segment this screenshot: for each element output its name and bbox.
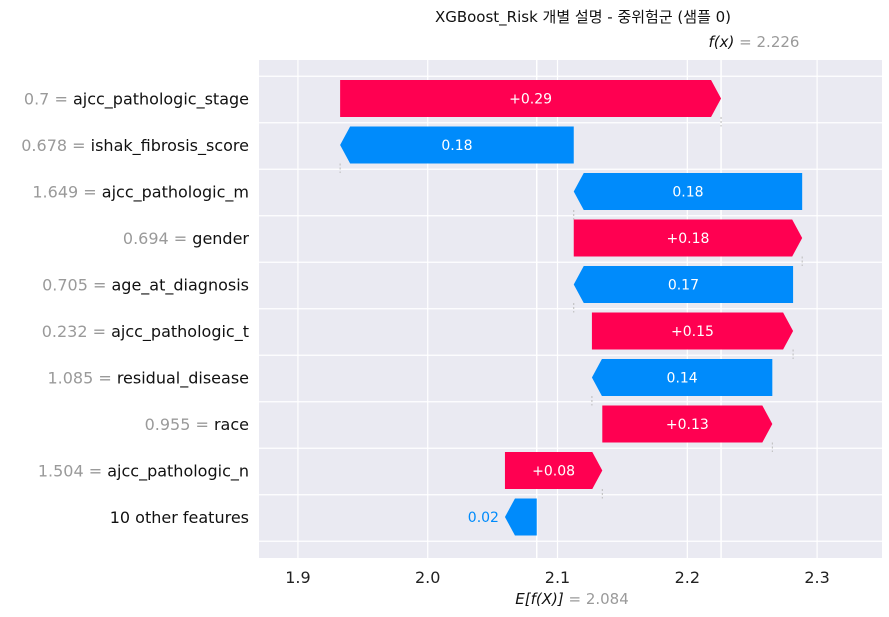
feature-name: 10 other features [110,508,249,527]
feature-label: 0.694 = gender [123,229,250,248]
feature-label: 0.705 = age_at_diagnosis [42,276,249,296]
grid-lines [259,60,882,558]
feature-value: 0.705 = [42,276,111,295]
feature-label: 1.649 = ajcc_pathologic_m [32,183,249,203]
bar-negative [504,498,537,536]
feature-label: 0.232 = ajcc_pathologic_t [42,322,249,342]
feature-label: 0.955 = race [145,415,249,434]
feature-label: 10 other features [110,508,249,527]
bar-positive [602,405,773,443]
feature-name: race [214,415,249,434]
x-axis-ticks: 1.9 2.0 2.1 2.2 2.3 [285,568,830,587]
x-tick-label: 2.1 [545,568,570,587]
x-tick-label: 2.3 [804,568,829,587]
feature-name: ajcc_pathologic_t [111,322,249,342]
fx-annotation: f(x) = 2.226 [709,33,800,51]
feature-name: ajcc_pathologic_n [107,462,249,482]
bars: +0.29 0.18 0.18 +0.18 0.17 +0.15 0.14 +0.13 +0.0… [339,80,803,536]
chart-title: XGBoost_Risk 개별 설명 - 중위험군 (샘플 0) [435,8,731,27]
feature-name: ajcc_pathologic_m [102,183,249,203]
feature-value: 0.232 = [42,322,111,341]
feature-labels: 0.7 = ajcc_pathologic_stage 0.678 = ishak… [21,90,249,528]
feature-label: 0.678 = ishak_fibrosis_score [21,136,249,156]
feature-name: gender [192,229,249,248]
feature-name: residual_disease [117,369,249,389]
bar-negative [573,173,803,210]
bar-value-label: +0.15 [671,324,714,340]
bar-value-label: 0.14 [667,371,698,387]
feature-value: 0.955 = [145,415,214,434]
bar-value-label: +0.18 [667,231,710,247]
efx-annotation: E[f(X)] = 2.084 [515,590,629,608]
feature-value: 1.504 = [38,462,107,481]
bar-value-label: +0.29 [509,92,552,108]
feature-value: 1.649 = [32,183,101,202]
bar-value-label: +0.13 [666,417,709,433]
x-tick-label: 2.2 [675,568,700,587]
bar-value-label: +0.08 [532,464,575,480]
feature-name: ishak_fibrosis_score [91,136,249,156]
bar-negative [340,126,574,164]
bar-negative [573,266,794,303]
feature-value: 0.7 = [24,90,73,109]
bar-positive [504,452,603,489]
bar-value-label: 0.17 [668,278,699,294]
feature-label: 1.085 = residual_disease [47,369,249,389]
feature-value: 0.694 = [123,229,192,248]
bar-value-label: 0.02 [468,510,499,526]
feature-value: 0.678 = [21,136,90,155]
bar-positive [591,312,794,350]
feature-name: ajcc_pathologic_stage [73,90,249,110]
x-tick-label: 2.0 [415,568,440,587]
bar-positive [340,80,722,117]
feature-label: 0.7 = ajcc_pathologic_stage [24,90,249,110]
bar-negative [591,359,773,396]
x-tick-label: 1.9 [285,568,310,587]
feature-label: 1.504 = ajcc_pathologic_n [38,462,249,482]
feature-value: 1.085 = [47,369,116,388]
feature-name: age_at_diagnosis [112,276,250,296]
bar-positive [573,219,803,257]
bar-value-label: 0.18 [672,185,703,201]
bar-value-label: 0.18 [441,138,472,154]
